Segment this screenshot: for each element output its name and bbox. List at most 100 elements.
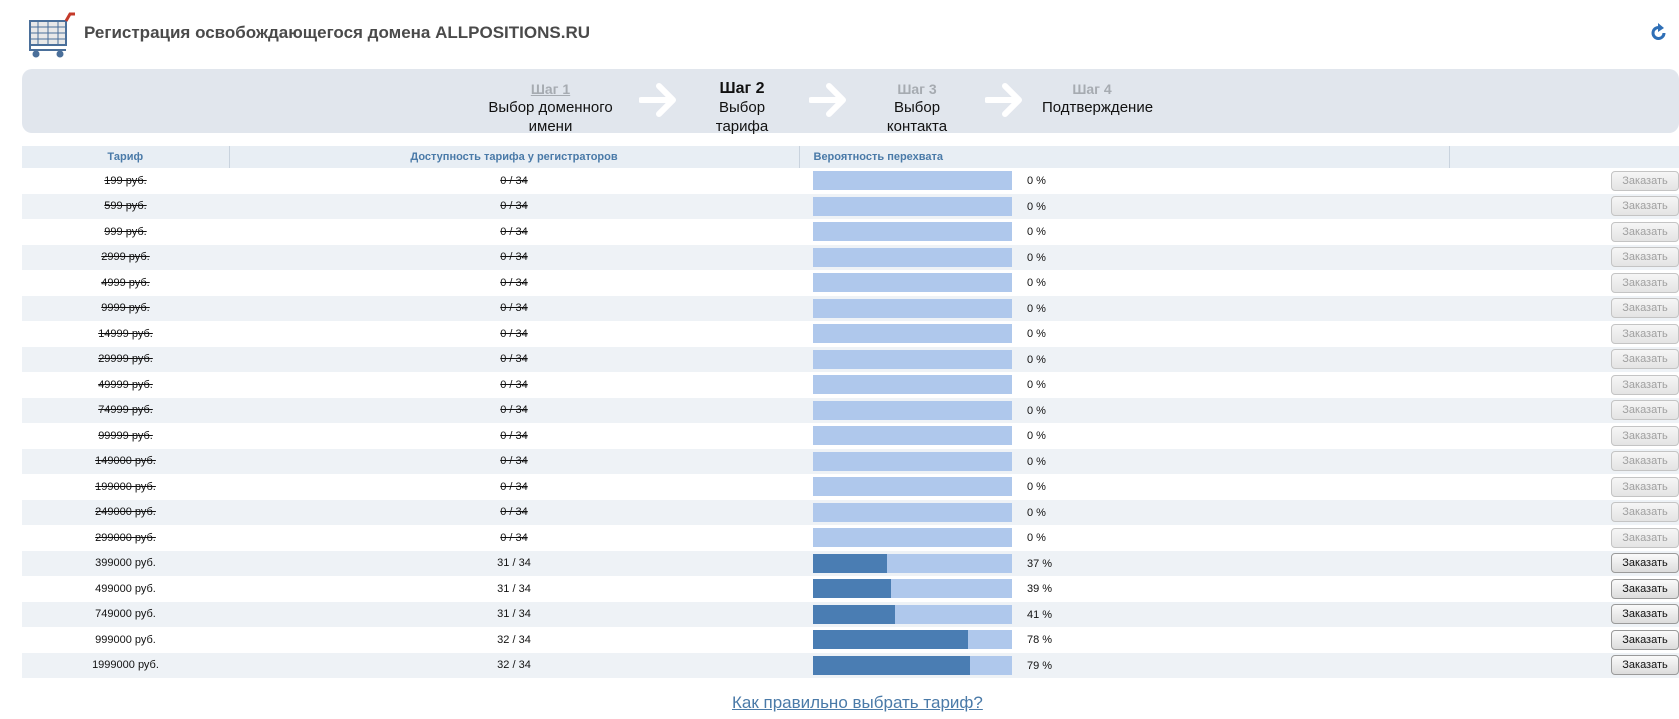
order-button[interactable]: Заказать bbox=[1611, 578, 1679, 599]
probability-cell: 0 % bbox=[799, 219, 1449, 245]
probability-bar bbox=[813, 579, 1012, 598]
tariff-price: 14999 руб. bbox=[98, 327, 153, 340]
availability-value: 31 / 34 bbox=[497, 608, 531, 621]
probability-bar bbox=[813, 655, 1012, 675]
order-button: Заказать bbox=[1611, 425, 1679, 446]
table-row: 199000 руб. 0 / 34 0 % Заказать bbox=[22, 474, 1679, 500]
probability-cell: 39 % bbox=[799, 576, 1449, 602]
availability-value: 0 / 34 bbox=[500, 404, 528, 417]
probability-value: 0 % bbox=[1027, 226, 1046, 238]
probability-cell: 0 % bbox=[799, 193, 1449, 219]
probability-cell: 0 % bbox=[799, 499, 1449, 525]
step-4-label: Подтверждение bbox=[1042, 99, 1154, 116]
action-cell: Заказать bbox=[1449, 168, 1679, 194]
order-button[interactable]: Заказать bbox=[1611, 604, 1679, 625]
refresh-icon[interactable] bbox=[1649, 22, 1669, 44]
availability-cell: 0 / 34 bbox=[229, 270, 799, 296]
table-row: 49999 руб. 0 / 34 0 % Заказать bbox=[22, 372, 1679, 398]
tariff-price-cell: 4999 руб. bbox=[22, 270, 229, 296]
tariff-price: 199000 руб. bbox=[95, 480, 156, 493]
availability-value: 0 / 34 bbox=[500, 251, 528, 264]
availability-cell: 0 / 34 bbox=[229, 397, 799, 423]
step-1-label: Выбор доменного имени bbox=[488, 99, 613, 135]
step-3: Шаг 3 Выбор контакта bbox=[862, 80, 972, 136]
probability-bar bbox=[813, 196, 1012, 216]
table-row: 249000 руб. 0 / 34 0 % Заказать bbox=[22, 499, 1679, 525]
col-header-availability: Доступность тарифа у регистраторов bbox=[228, 146, 799, 168]
availability-value: 0 / 34 bbox=[500, 455, 528, 468]
tariff-price: 299000 руб. bbox=[95, 531, 156, 544]
order-button: Заказать bbox=[1611, 170, 1679, 191]
availability-cell: 0 / 34 bbox=[229, 448, 799, 474]
action-cell: Заказать bbox=[1449, 652, 1679, 678]
probability-bar bbox=[813, 273, 1012, 292]
tariff-price: 2999 руб. bbox=[101, 251, 150, 264]
availability-cell: 32 / 34 bbox=[229, 627, 799, 653]
probability-value: 78 % bbox=[1027, 634, 1053, 646]
order-button: Заказать bbox=[1611, 349, 1679, 370]
tariff-price-cell: 149000 руб. bbox=[22, 448, 229, 474]
step-progress: Шаг 1 Выбор доменного имени Шаг 2 Выбор … bbox=[22, 69, 1679, 136]
probability-value: 39 % bbox=[1027, 583, 1053, 595]
table-row: 9999 руб. 0 / 34 0 % Заказать bbox=[22, 295, 1679, 321]
step-1[interactable]: Шаг 1 Выбор доменного имени bbox=[468, 80, 633, 136]
order-button: Заказать bbox=[1611, 323, 1679, 344]
table-row: 1999000 руб. 32 / 34 79 % Заказать bbox=[22, 652, 1679, 678]
availability-value: 0 / 34 bbox=[500, 225, 528, 238]
probability-cell: 0 % bbox=[799, 448, 1449, 474]
page-title: Регистрация освобождающегося домена ALLP… bbox=[84, 23, 590, 42]
probability-value: 0 % bbox=[1027, 430, 1046, 442]
tariff-price-cell: 499000 руб. bbox=[22, 576, 229, 602]
step-2-label: Выбор тарифа bbox=[715, 99, 769, 135]
probability-bar bbox=[813, 375, 1012, 394]
step-2-number: Шаг 2 bbox=[719, 80, 765, 97]
action-cell: Заказать bbox=[1449, 270, 1679, 296]
tariff-price-cell: 74999 руб. bbox=[22, 397, 229, 423]
order-button[interactable]: Заказать bbox=[1611, 553, 1679, 574]
action-cell: Заказать bbox=[1449, 448, 1679, 474]
tariff-price-cell: 99999 руб. bbox=[22, 423, 229, 449]
probability-value: 37 % bbox=[1027, 557, 1053, 570]
probability-bar bbox=[813, 553, 1012, 573]
table-row: 74999 руб. 0 / 34 0 % Заказать bbox=[22, 397, 1679, 423]
probability-cell: 0 % bbox=[799, 244, 1449, 270]
action-cell: Заказать bbox=[1449, 601, 1679, 627]
step-1-number[interactable]: Шаг 1 bbox=[530, 81, 571, 97]
probability-cell: 0 % bbox=[799, 372, 1449, 398]
order-button[interactable]: Заказать bbox=[1611, 629, 1679, 650]
probability-bar-fill bbox=[813, 579, 891, 598]
availability-cell: 0 / 34 bbox=[229, 499, 799, 525]
step-3-label: Выбор контакта bbox=[886, 99, 948, 135]
table-row: 599 руб. 0 / 34 0 % Заказать bbox=[22, 193, 1679, 219]
help-link[interactable]: Как правильно выбрать тариф? bbox=[732, 693, 983, 712]
order-button[interactable]: Заказать bbox=[1611, 655, 1679, 676]
table-row: 999 руб. 0 / 34 0 % Заказать bbox=[22, 219, 1679, 245]
action-cell: Заказать bbox=[1449, 346, 1679, 372]
tariff-price-cell: 999 руб. bbox=[22, 219, 229, 245]
shopping-cart-icon bbox=[26, 12, 76, 58]
probability-bar bbox=[813, 528, 1012, 547]
probability-cell: 0 % bbox=[799, 474, 1449, 500]
table-row: 14999 руб. 0 / 34 0 % Заказать bbox=[22, 321, 1679, 347]
availability-cell: 0 / 34 bbox=[229, 474, 799, 500]
availability-cell: 0 / 34 bbox=[229, 244, 799, 270]
step-4-number: Шаг 4 bbox=[1072, 81, 1112, 97]
probability-bar-fill bbox=[813, 655, 971, 675]
availability-value: 31 / 34 bbox=[497, 582, 531, 595]
tariff-price: 1999000 руб. bbox=[92, 659, 159, 672]
table-row: 299000 руб. 0 / 34 0 % Заказать bbox=[22, 525, 1679, 551]
tariff-price-cell: 2999 руб. bbox=[22, 244, 229, 270]
availability-value: 0 / 34 bbox=[500, 200, 528, 213]
tariff-price-cell: 199000 руб. bbox=[22, 474, 229, 500]
tariff-price-cell: 749000 руб. bbox=[22, 601, 229, 627]
availability-cell: 0 / 34 bbox=[229, 525, 799, 551]
action-cell: Заказать bbox=[1449, 423, 1679, 449]
tariff-price-cell: 49999 руб. bbox=[22, 372, 229, 398]
availability-value: 0 / 34 bbox=[500, 531, 528, 544]
action-cell: Заказать bbox=[1449, 525, 1679, 551]
tariff-price-cell: 249000 руб. bbox=[22, 499, 229, 525]
tariff-table: Тариф Доступность тарифа у регистраторов… bbox=[22, 146, 1679, 678]
tariff-rows: 199 руб. 0 / 34 0 % Заказать 599 руб. 0 / 34 0… bbox=[22, 168, 1679, 678]
table-row: 499000 руб. 31 / 34 39 % Заказать bbox=[22, 576, 1679, 602]
probability-bar bbox=[813, 298, 1012, 318]
